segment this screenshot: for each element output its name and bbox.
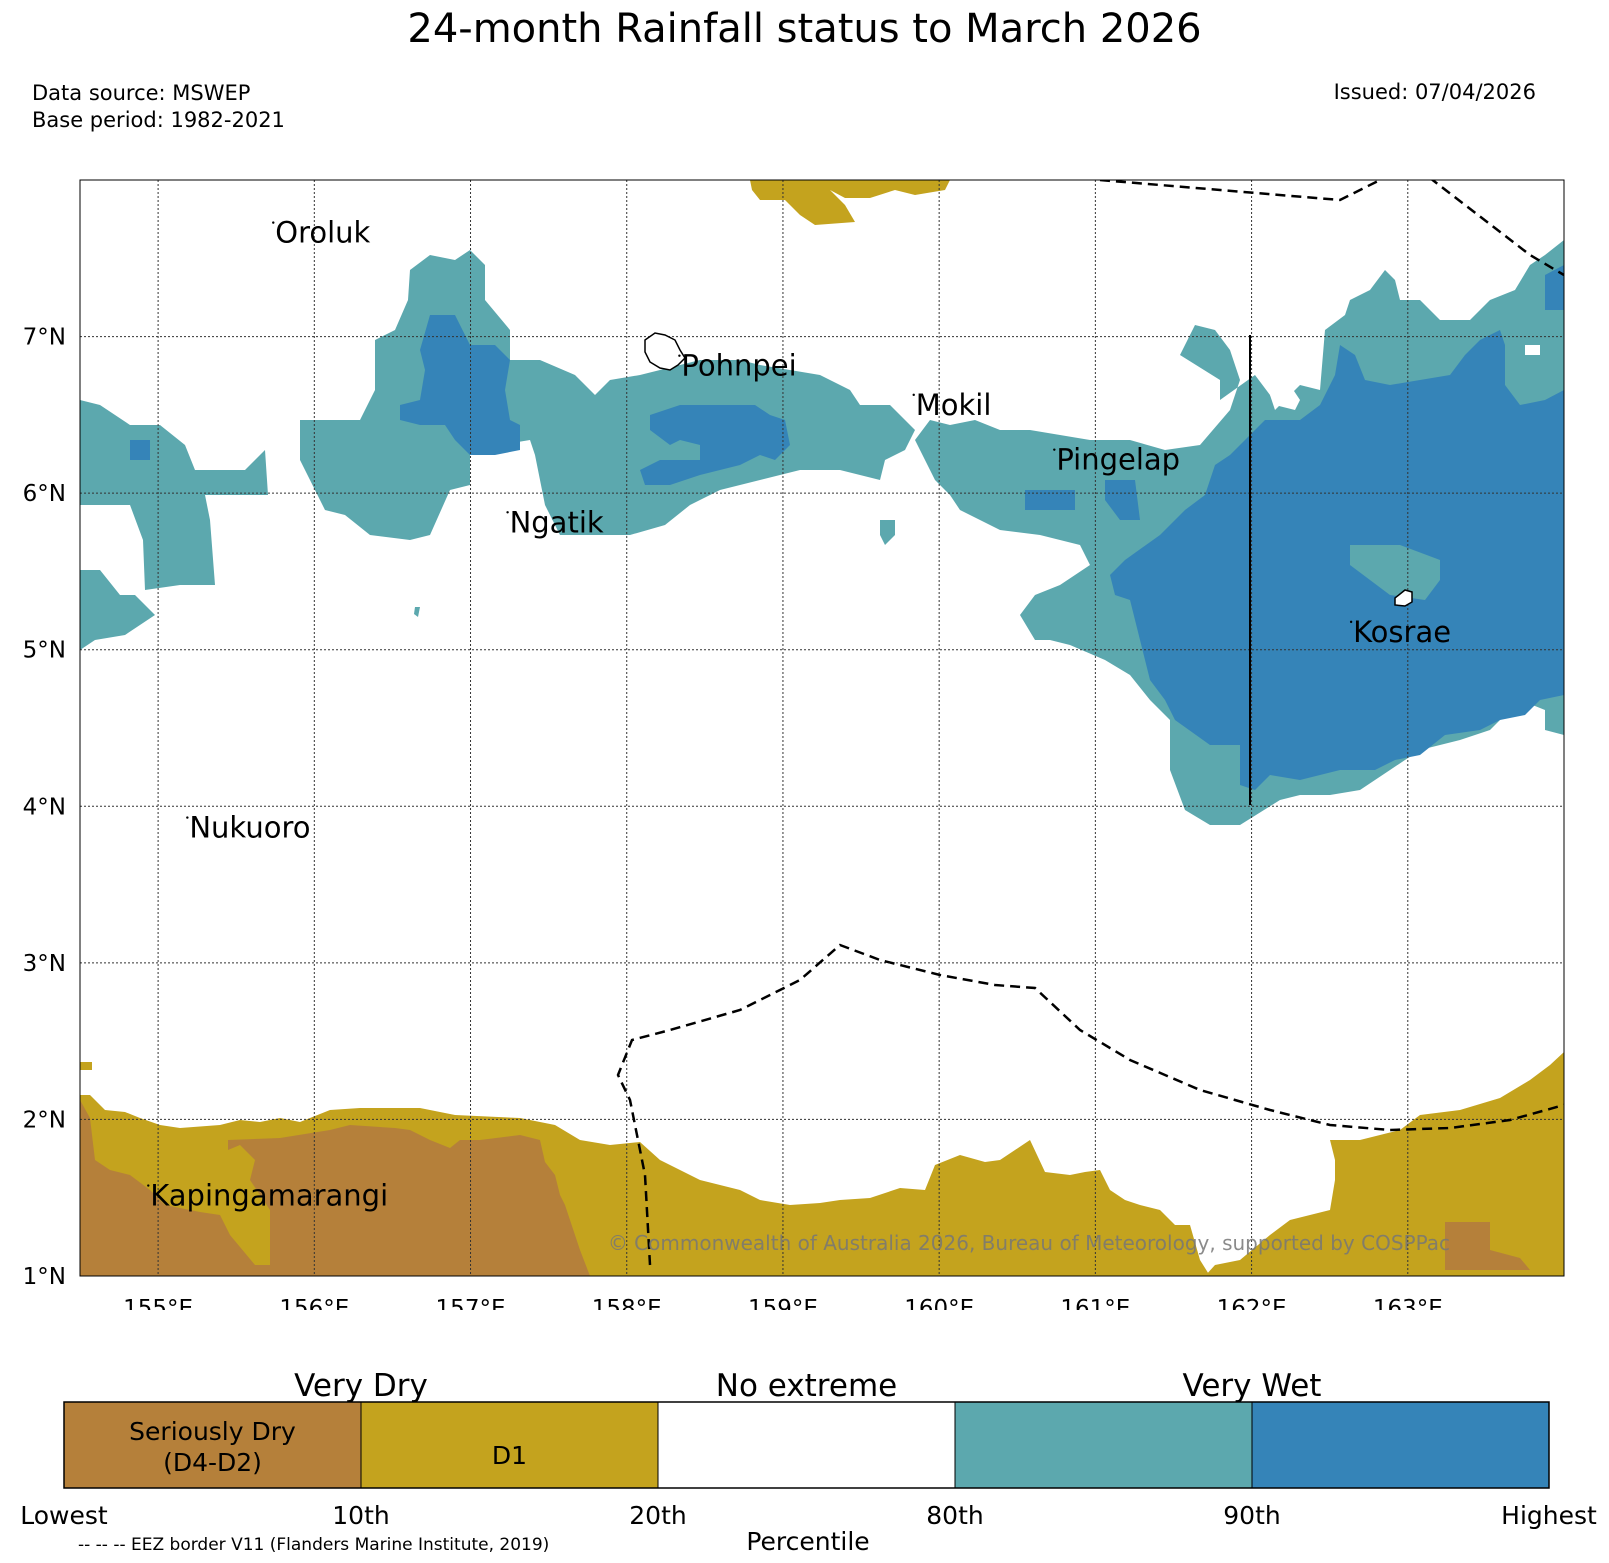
extreme-wet-region-central [640,405,790,485]
copyright-text: © Commonwealth of Australia 2026, Bureau… [608,1231,1450,1255]
place-label: Kapingamarangi [150,1179,388,1213]
place-label: Kosrae [1353,615,1451,649]
very-wet-region-west [80,400,268,590]
rainfall-map: 155°E 156°E 157°E 158°E 159°E 160°E 161°E 162°E… [23,179,1565,1310]
x-tick-label: 161°E [1060,1296,1130,1310]
place-marker [912,393,915,397]
legend-swatch [954,1401,1253,1489]
kosrae-island [1394,589,1413,607]
map-fields [80,180,1564,1276]
gridlines [80,180,1564,1276]
y-tick-label: 2°N [23,1107,66,1133]
legend-category-label: D1 [492,1441,527,1470]
y-tick-label: 7°N [23,325,66,351]
legend-group-label: Very Dry [294,1368,428,1404]
d1-region-southeast [1205,1052,1564,1276]
x-tick-label: 163°E [1373,1296,1443,1310]
y-tick-label: 4°N [23,794,66,820]
y-tick-label: 6°N [23,481,66,507]
place-label: Mokil [916,388,992,422]
place-marker [272,221,275,224]
place-label: Ngatik [510,505,604,539]
extreme-wet-region-west [130,440,150,460]
y-tick-label: 3°N [23,951,66,977]
map-title: 24-month Rainfall status to March 2026 [407,6,1202,52]
legend-group-label: No extreme [716,1368,897,1404]
no-extreme-hole-3 [1525,345,1540,355]
extreme-wet-region-east-top [1545,265,1564,310]
extreme-wet-region-pingelap-2 [1105,480,1140,520]
y-axis-labels: 1°N 2°N 3°N 4°N 5°N 6°N 7°N [23,325,66,1290]
y-tick-label: 1°N [23,1264,66,1290]
eez-border-note: -- -- -- EEZ border V11 (Flanders Marine… [78,1535,549,1555]
pohnpei-island [644,332,686,371]
legend-tick-label: 90th [1223,1501,1280,1530]
legend-swatch [1251,1401,1550,1489]
place-marker [1349,620,1353,624]
legend-category-label: Seriously Dry (D4-D2) [129,1417,296,1477]
x-tick-label: 160°E [904,1296,974,1310]
legend-frame [63,1401,1550,1489]
legend-tick-label: 80th [926,1501,983,1530]
x-tick-label: 157°E [436,1296,506,1310]
extreme-wet-region-east [1110,330,1564,790]
legend-group-label: Very Wet [1183,1368,1322,1404]
eez-border-south [616,943,1564,1266]
legend-tick-label: Lowest [20,1501,108,1530]
map-frame [79,179,1565,1277]
legend-tick-label: 10th [332,1501,389,1530]
place-labels: Oroluk Pohnpei Mokil Pingelap Ngatik Kosrae Nu… [147,216,1451,1213]
very-wet-region-pohnpei [300,250,915,540]
legend-tick-label: 20th [629,1501,686,1530]
place-marker [678,354,681,357]
very-wet-island-1 [880,520,895,545]
data-source-text: Data source: MSWEP [32,81,251,105]
seriously-dry-region-southwest [80,1100,590,1276]
x-tick-label: 156°E [279,1296,349,1310]
seriously-dry-region-southeast [1445,1222,1530,1270]
x-tick-label: 159°E [748,1296,818,1310]
extreme-wet-region-pingelap [1025,490,1075,510]
legend-tick-label: Highest [1501,1501,1597,1530]
base-period-text: Base period: 1982-2021 [32,108,285,132]
place-marker [186,816,189,819]
place-marker [1053,448,1056,451]
no-extreme-hole-1 [1350,545,1440,600]
x-tick-label: 155°E [123,1296,193,1310]
issued-date: Issued: 07/04/2026 [1333,80,1536,104]
extreme-wet-region-pohnpei [400,315,520,455]
place-marker [147,1184,150,1187]
place-label: Oroluk [275,216,370,250]
place-label: Nukuoro [189,811,310,845]
d1-region-west-dot [80,1062,92,1070]
legend-swatch [360,1401,659,1489]
legend-swatch [657,1401,956,1489]
place-label: Pohnpei [681,349,796,383]
very-wet-region-west-2 [80,570,155,650]
x-tick-label: 158°E [592,1296,662,1310]
very-wet-island-2 [414,607,420,617]
percentile-axis-label: Percentile [746,1527,869,1556]
place-marker [506,511,509,514]
legend-swatch [63,1401,362,1489]
x-axis-labels: 155°E 156°E 157°E 158°E 159°E 160°E 161°E 162°E… [123,1296,1443,1310]
place-label: Pingelap [1056,443,1180,477]
x-tick-label: 162°E [1217,1296,1287,1310]
eez-border-north [1099,180,1564,277]
d1-region-north [750,180,950,225]
data-info: Data source: MSWEP Base period: 1982-202… [32,80,285,134]
no-extreme-hole-2 [1270,385,1300,410]
y-tick-label: 5°N [23,638,66,664]
